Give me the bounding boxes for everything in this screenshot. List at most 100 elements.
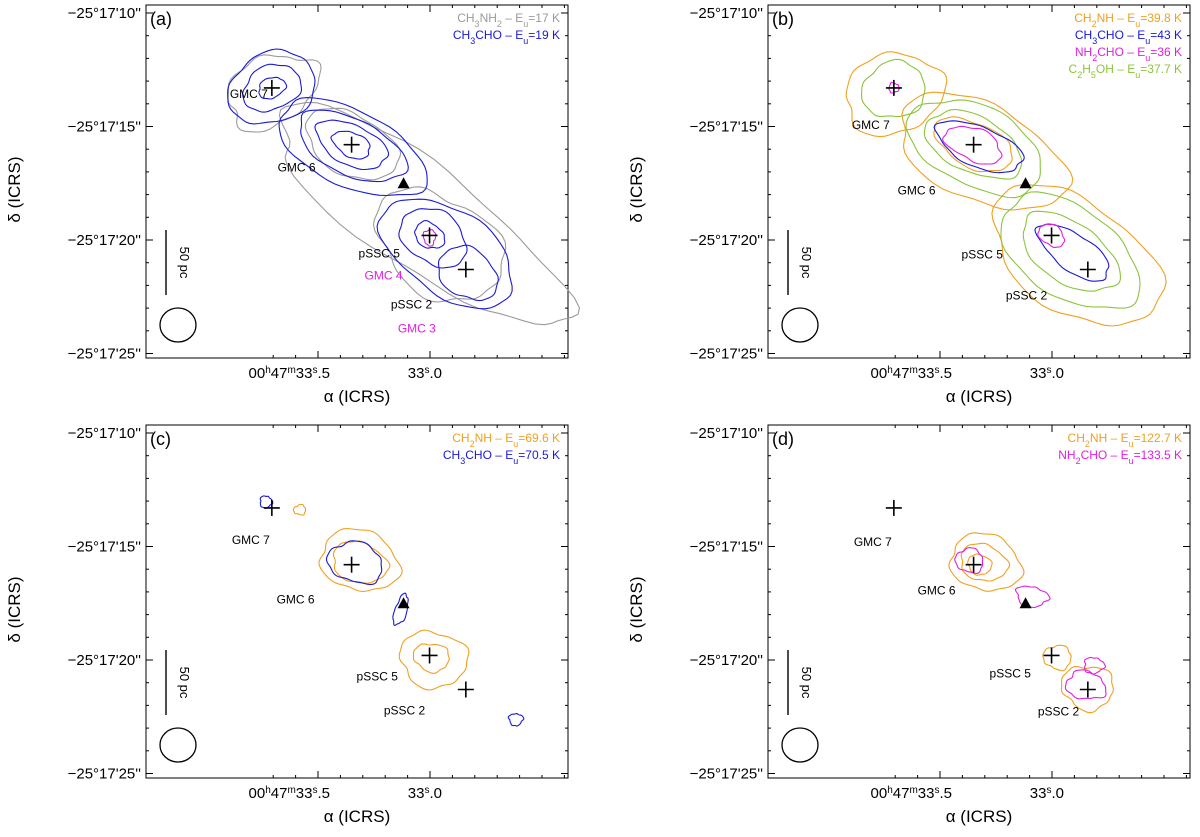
contours — [948, 532, 1114, 714]
y-tick-label: −25°17'15'' — [68, 119, 142, 136]
legend-entry-ch3cho: CH3CHO – Eu=43 K — [1075, 28, 1182, 46]
source-label-gmc-6: GMC 6 — [918, 584, 956, 598]
ch3nh2-contour-level-1 — [227, 54, 322, 133]
panel-label: (a) — [150, 9, 172, 29]
ch2nh-contour-level-3 — [991, 184, 1167, 327]
legend-entry-ch2nh: CH2NH – Eu=69.6 K — [452, 431, 560, 449]
y-tick-label: −25°17'20'' — [68, 232, 142, 249]
ch2nh-contour-level-1 — [948, 532, 1025, 592]
ch3nh2-contour-level-2 — [278, 101, 581, 326]
ch3cho-contour-level-9 — [398, 208, 468, 269]
c2h5oh-contour-level-1 — [861, 58, 926, 118]
ch2nh-contour-level-4 — [412, 643, 450, 674]
c2h5oh-contour-level-5 — [1022, 210, 1121, 292]
source-label-gmc-3: GMC 3 — [398, 322, 436, 336]
y-tick-label: −25°17'20'' — [690, 232, 764, 249]
ch2nh-contour-level-4 — [1060, 665, 1114, 714]
plot-frame — [145, 424, 569, 779]
x-tick-label: 00h47m33s.5 — [249, 785, 330, 803]
contours — [845, 51, 1167, 327]
x-axis-title: α (ICRS) — [324, 807, 391, 826]
nh2cho-contour-level-2 — [1064, 669, 1107, 700]
ch2nh-contour-level-3 — [967, 553, 993, 576]
source-label-pssc-2: pSSC 2 — [391, 298, 433, 312]
y-tick-label: −25°17'10'' — [68, 425, 142, 442]
ch3cho-contour-level-2 — [1034, 223, 1110, 282]
triangle-marker — [397, 177, 410, 189]
scale-bar-label: 50 pc — [177, 247, 192, 279]
source-label-gmc-6: GMC 6 — [898, 184, 936, 198]
ch3cho-contour-level-3 — [259, 495, 274, 509]
source-label-gmc-6: GMC 6 — [278, 161, 316, 175]
nh2cho-contour-level-1 — [422, 229, 437, 247]
y-tick-label: −25°17'25'' — [690, 766, 764, 783]
ch2nh-contour-level-2 — [332, 540, 391, 584]
ch3cho-contour-level-7 — [330, 130, 371, 160]
y-axis-title: δ (ICRS) — [627, 576, 646, 642]
ch3cho-contour-level-11 — [414, 219, 446, 249]
contours — [227, 48, 581, 326]
ch3cho-contour-level-4 — [278, 97, 428, 197]
y-tick-label: −25°17'15'' — [690, 539, 764, 556]
nh2cho-contour-level-3 — [1083, 656, 1107, 675]
source-label-pssc-5: pSSC 5 — [359, 246, 401, 260]
x-axis-title: α (ICRS) — [946, 387, 1013, 406]
y-axis-title: δ (ICRS) — [627, 156, 646, 222]
y-axis-title: δ (ICRS) — [5, 576, 24, 642]
ch3cho-contour-level-6 — [314, 119, 390, 171]
c2h5oh-contour-level-4 — [1000, 191, 1141, 309]
c2h5oh-contour-level-3 — [923, 108, 1023, 180]
c2h5oh-contour-level-2 — [905, 99, 1041, 199]
beam-ellipse — [159, 727, 197, 763]
source-label-gmc-7: GMC 7 — [852, 118, 890, 132]
ch2nh-contour-level-5 — [292, 503, 307, 516]
x-tick-label: 00h47m33s.5 — [249, 365, 330, 383]
source-label-pssc-5: pSSC 5 — [990, 666, 1032, 680]
x-tick-label: 33s.0 — [1030, 365, 1064, 383]
source-label-gmc-6: GMC 6 — [277, 593, 315, 607]
panel-a: −25°17'10'' −25°17'15'' −25°17'20'' −25°17'… — [5, 4, 581, 406]
ch2nh-contour-level-2 — [901, 91, 1074, 211]
nh2cho-contour-level-1 — [942, 125, 1003, 165]
y-axis-title: δ (ICRS) — [5, 156, 24, 222]
ch2nh-contour-level-4 — [933, 116, 1013, 173]
plot-frame — [145, 4, 569, 359]
source-label-gmc-4: GMC 4 — [365, 268, 403, 282]
beam-ellipse — [781, 307, 819, 343]
ch2nh-contour-level-1 — [845, 51, 948, 138]
nh2cho-contour-level-4 — [1014, 585, 1051, 609]
ch2nh-contour-level-2 — [960, 542, 1011, 582]
legend-entry-nh2cho: NH2CHO – Eu=133.5 K — [1058, 448, 1182, 466]
x-axis-title: α (ICRS) — [946, 807, 1013, 826]
y-tick-label: −25°17'10'' — [690, 425, 764, 442]
legend-entry-ch3nh2: CH3NH2 – Eu=17 K — [457, 11, 560, 29]
scale-bar-label: 50 pc — [799, 247, 814, 279]
legend-entry-ch3cho: CH3CHO – Eu=70.5 K — [443, 448, 560, 466]
ch3cho-contour-level-2 — [242, 63, 303, 113]
ch2nh-contour-level-3 — [398, 629, 470, 691]
ch3nh2-contour-level-3 — [304, 107, 402, 181]
legend-entry-c2h5oh: C2H5OH – Eu=37.7 K — [1069, 62, 1182, 80]
panel-b: −25°17'10'' −25°17'15'' −25°17'20'' −25°17'… — [627, 4, 1191, 406]
plot-frame — [767, 4, 1191, 359]
ch3cho-contour-level-1 — [933, 120, 1025, 174]
ch3cho-contour-level-4 — [507, 713, 525, 727]
nh2cho-contour-level-2 — [1037, 223, 1066, 248]
ch3cho-contour-level-10 — [437, 244, 499, 302]
y-tick-label: −25°17'15'' — [68, 539, 142, 556]
ch3cho-contour-level-3 — [258, 76, 288, 100]
source-label-gmc-7: GMC 7 — [854, 535, 892, 549]
source-label-pssc-2: pSSC 2 — [384, 704, 426, 718]
contours — [259, 495, 525, 727]
y-tick-label: −25°17'15'' — [690, 119, 764, 136]
scale-bar-label: 50 pc — [177, 667, 192, 699]
triangle-marker — [397, 597, 410, 609]
source-label-pssc-2: pSSC 2 — [1006, 289, 1048, 303]
plot-frame — [767, 424, 1191, 779]
y-tick-label: −25°17'20'' — [68, 652, 142, 669]
ch3cho-contour-level-2 — [392, 592, 409, 626]
legend-entry-ch2nh: CH2NH – Eu=122.7 K — [1068, 431, 1182, 449]
ch3cho-contour-level-8 — [376, 198, 513, 310]
panel-label: (d) — [772, 429, 794, 449]
